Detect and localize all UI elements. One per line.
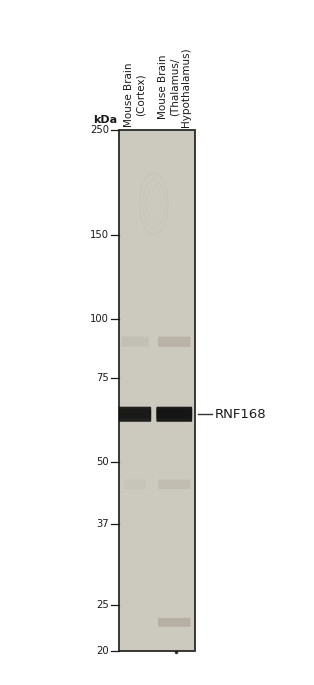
Text: kDa: kDa (93, 114, 117, 125)
Bar (119, 130, 195, 651)
FancyBboxPatch shape (158, 618, 190, 627)
Circle shape (149, 193, 159, 214)
Text: 150: 150 (90, 230, 109, 240)
Text: 20: 20 (96, 646, 109, 656)
Text: Mouse Brain
(Cortex): Mouse Brain (Cortex) (124, 62, 146, 127)
FancyBboxPatch shape (156, 409, 192, 419)
FancyBboxPatch shape (119, 409, 151, 418)
Text: Mouse Brain
(Thalamus/
Hypothalamus): Mouse Brain (Thalamus/ Hypothalamus) (158, 47, 191, 127)
FancyBboxPatch shape (156, 407, 192, 422)
FancyBboxPatch shape (158, 479, 190, 489)
FancyBboxPatch shape (122, 336, 149, 347)
Text: 25: 25 (96, 600, 109, 610)
Text: 50: 50 (96, 457, 109, 467)
Text: 250: 250 (90, 125, 109, 135)
Text: RNF168: RNF168 (215, 408, 267, 421)
FancyBboxPatch shape (119, 407, 151, 422)
Text: 100: 100 (90, 314, 109, 324)
Text: 37: 37 (96, 519, 109, 529)
Text: 75: 75 (96, 373, 109, 384)
FancyBboxPatch shape (124, 479, 146, 489)
FancyBboxPatch shape (158, 336, 190, 347)
